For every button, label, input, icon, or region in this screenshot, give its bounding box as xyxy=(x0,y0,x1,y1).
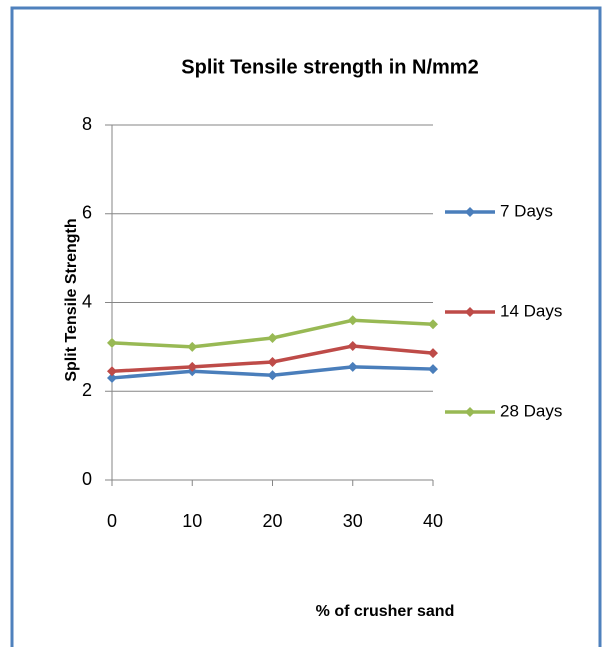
data-point xyxy=(347,315,358,326)
legend-marker xyxy=(465,407,475,417)
data-point xyxy=(267,333,278,343)
y-tick-label: 2 xyxy=(82,380,92,400)
x-axis-label: % of crusher sand xyxy=(316,603,455,620)
data-point xyxy=(428,348,438,359)
chart-border xyxy=(10,6,602,647)
legend-marker xyxy=(465,207,475,217)
data-point xyxy=(107,366,117,377)
y-tick-label: 6 xyxy=(82,203,92,223)
legend-label: 14 Days xyxy=(500,301,562,320)
data-point xyxy=(267,356,278,367)
x-tick-label: 40 xyxy=(423,511,443,531)
legend-label: 28 Days xyxy=(500,401,562,420)
data-point xyxy=(107,337,117,348)
chart-title: Split Tensile strength in N/mm2 xyxy=(181,56,478,78)
x-tick-label: 30 xyxy=(343,511,363,531)
y-tick-label: 4 xyxy=(82,291,92,311)
data-point xyxy=(347,361,358,372)
y-tick-label: 8 xyxy=(82,114,92,134)
y-tick-label: 0 xyxy=(82,469,92,489)
legend-label: 7 Days xyxy=(500,201,553,220)
x-tick-label: 10 xyxy=(182,511,202,531)
data-point xyxy=(107,372,117,383)
data-point xyxy=(267,370,278,381)
data-point xyxy=(347,340,358,351)
data-point xyxy=(428,319,438,330)
legend-marker xyxy=(465,307,475,317)
x-tick-label: 20 xyxy=(262,511,282,531)
data-point xyxy=(187,361,198,372)
x-tick-label: 0 xyxy=(107,511,117,531)
y-axis-label: Split Tensile Strength xyxy=(63,218,80,381)
data-point xyxy=(187,341,198,352)
data-point xyxy=(428,364,438,375)
